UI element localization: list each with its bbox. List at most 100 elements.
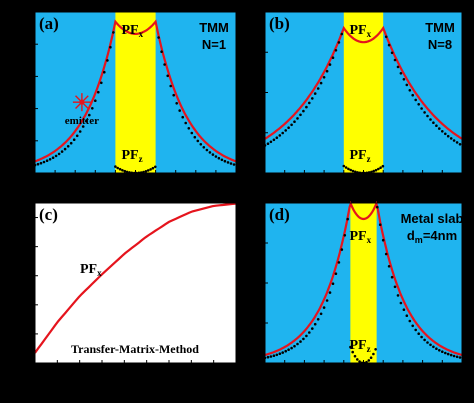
xtick-label: 1 [32, 366, 38, 377]
pfx-dot [313, 322, 317, 326]
ytick-label: 60 [251, 239, 263, 250]
pfx-dot [184, 121, 187, 125]
pfx-dot [319, 312, 323, 316]
pfx-dot [208, 151, 212, 154]
pfx-dot [81, 125, 85, 128]
pfx-dot [163, 63, 166, 66]
pfx-dot [69, 141, 73, 145]
pfz-dot [114, 165, 117, 168]
pfx-dot [399, 72, 403, 75]
pfx-dot [54, 154, 58, 158]
xtick-label: -3 [111, 176, 120, 187]
xtick-label: 4 [99, 366, 105, 377]
method-label-a: TMM [199, 20, 229, 35]
pfx-dot [402, 78, 406, 81]
xtick-label: -3 [339, 176, 348, 187]
pfx-dot [334, 49, 338, 52]
pfz-dot [372, 169, 376, 173]
pfx-dot [160, 50, 163, 53]
pfx-dot [97, 90, 100, 94]
pfx-dot [308, 101, 311, 105]
pfx-label-c: PFx [80, 262, 102, 278]
pfx-dot [172, 93, 175, 97]
pfx-dot [287, 126, 290, 129]
pfx-dot [452, 354, 456, 358]
pfx-dot [284, 129, 288, 132]
pfx-dot [229, 162, 233, 165]
pfx-curve-a [34, 19, 237, 163]
xtick-label: 9 [420, 176, 426, 187]
param-label-a: N=1 [202, 37, 226, 52]
pfx-dot [334, 272, 338, 276]
pfx-dot [296, 342, 299, 346]
pfx-dot [325, 69, 329, 73]
xtick-label: 7 [166, 366, 172, 377]
pfx-dot [190, 131, 194, 135]
pfx-dot [266, 355, 270, 359]
pfx-label-a: PFx [122, 23, 144, 39]
xtick-label: 9 [211, 366, 217, 377]
pfx-dot [193, 135, 197, 139]
pfx-dot [423, 111, 426, 114]
pfz-label-b: PFz [350, 148, 371, 164]
pfx-dot [444, 351, 447, 355]
pfx-dot [293, 120, 296, 123]
pfx-dot [387, 43, 391, 47]
pfx-dot [316, 87, 320, 90]
pfx-dot [426, 341, 429, 344]
pfx-dot [305, 334, 308, 338]
pfz-dot [379, 166, 382, 169]
axes-frame-c [34, 202, 237, 364]
pfx-dot [217, 156, 221, 160]
pfz-dot [149, 168, 152, 171]
pfx-dot [426, 114, 429, 118]
pfx-dot [402, 308, 406, 312]
pfx-dot [423, 338, 426, 342]
pfx-dot [390, 51, 394, 55]
pfx-dot [223, 159, 227, 163]
xtick-label: 8 [189, 366, 195, 377]
metal-slab-d [350, 203, 377, 363]
pfx-dot [85, 119, 88, 123]
pfx-dot [57, 152, 61, 156]
pfz-dot [349, 168, 353, 172]
xtick-label: 2 [55, 366, 61, 377]
pfx-label-c-sub: x [97, 268, 102, 278]
ytick-label: 0 [256, 169, 262, 180]
pfz-dot [358, 360, 361, 363]
pfx-dot [414, 328, 418, 332]
pfx-dot [346, 217, 350, 221]
pfz-dot [121, 169, 124, 172]
pfz-label-b-main: PF [350, 148, 367, 163]
pfx-dot [211, 153, 215, 156]
xtick-label: -3 [339, 366, 348, 377]
ytick-label: 25 [21, 8, 33, 19]
pfx-dot [441, 130, 444, 133]
pfx-dot [417, 332, 421, 336]
pfx-dot [293, 344, 296, 348]
pfz-dot [154, 165, 157, 169]
xtick-label: -15 [28, 176, 43, 187]
pfz-label-a: PFz [122, 148, 143, 164]
pfx-dot [109, 45, 112, 49]
pfx-dot [322, 76, 326, 79]
pfx-dot [435, 124, 438, 127]
pfx-dot [319, 81, 323, 85]
xtick-label: 3 [77, 366, 83, 377]
plot-area-c [35, 203, 236, 363]
method-label-b: TMM [425, 20, 455, 35]
pfx-dot [308, 331, 311, 334]
xtick-label: 3 [153, 176, 159, 187]
ytick-label: 50 [21, 271, 33, 282]
pfx-dot [458, 143, 462, 146]
xtick-label: 0 [361, 366, 367, 377]
xtick-label: 10 [230, 366, 242, 377]
pfx-dot [88, 113, 91, 117]
pfx-dot [438, 349, 441, 352]
method-label-c: Transfer-Matrix-Method [71, 342, 199, 356]
panel-label-d: (d) [269, 205, 290, 224]
pfx-label-c-main: PF [80, 262, 97, 277]
pfz-dot [351, 350, 355, 354]
